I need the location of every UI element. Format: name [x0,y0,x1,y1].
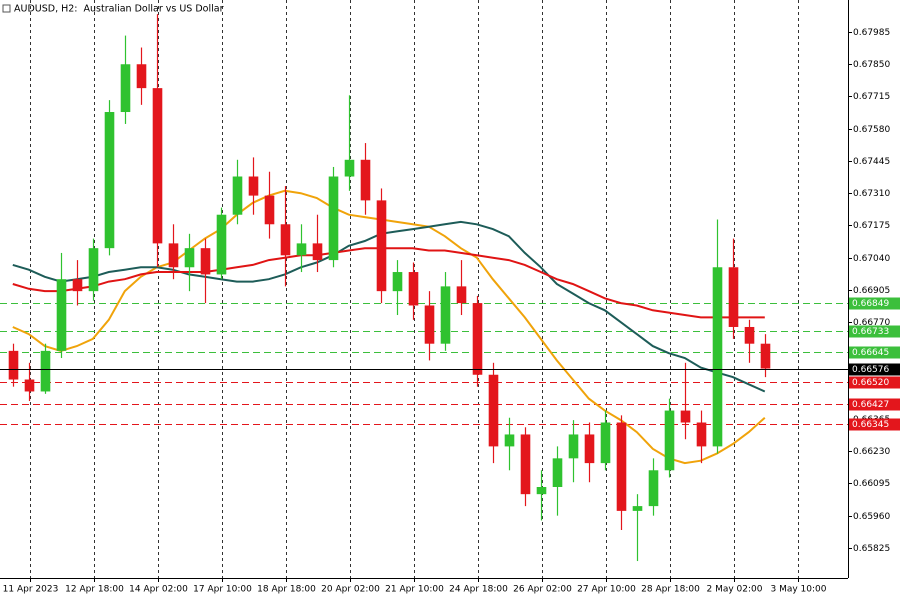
candle-body [264,195,275,225]
candle-body [408,272,419,306]
candle-body [504,434,515,447]
level-label: 0.66520 [852,378,889,388]
candle-body [296,243,307,256]
candle-body [152,88,163,244]
candle-body [616,422,627,511]
candle-body [424,305,435,344]
y-tick-label: 0.67985 [853,28,890,38]
candle-body [744,326,755,344]
x-tick-label: 14 Apr 02:00 [129,585,188,595]
level-label: 0.66427 [852,400,889,410]
candle-body [8,350,19,380]
candle-body [200,248,211,275]
candle-body [664,410,675,471]
x-tick-label: 24 Apr 18:00 [449,585,508,595]
candle-body [488,374,499,447]
moving-average [12,189,766,465]
level-label: 0.66645 [852,348,889,358]
candle-body [136,64,147,89]
candle-body [56,279,67,351]
candle-body [392,272,403,292]
y-tick-label: 0.66230 [853,447,890,457]
x-tick-label: 2 May 02:00 [707,585,763,595]
candle-body [712,267,723,447]
y-tick-label: 0.65960 [853,512,890,522]
y-tick-label: 0.66770 [853,318,890,328]
y-tick-label: 0.67580 [853,125,890,135]
candle-body [680,410,691,423]
candle-body [440,286,451,344]
candle-body [552,458,563,488]
candle-body [584,434,595,464]
last-price-box [849,363,900,376]
moving-average [12,247,765,319]
y-tick-label: 0.65825 [853,544,890,554]
candle-body [24,379,35,392]
candle-body [632,506,643,511]
candle-body [120,64,131,113]
y-tick-label: 0.67040 [853,254,890,264]
candle-body [248,176,259,196]
symbol-icon [2,4,11,13]
level-label-box [849,376,900,389]
candle-body [168,243,179,268]
level-label-box [849,418,900,431]
level-label: 0.66849 [852,299,889,309]
x-tick-label: 21 Apr 10:00 [385,585,444,595]
x-tick-label: 3 May 10:00 [771,585,827,595]
candle-body [88,248,99,292]
y-tick-label: 0.67715 [853,92,890,102]
x-tick-label: 11 Apr 2023 [3,585,59,595]
plot-layer [0,0,848,578]
candle-body [520,434,531,495]
candle-body [280,224,291,256]
y-tick-label: 0.67310 [853,189,890,199]
candle-body [72,279,83,292]
chart-title: AUDUSD, H2: Australian Dollar vs US Doll… [14,4,224,15]
level-label-box [849,398,900,411]
candle-body [360,159,371,201]
level-label: 0.66733 [852,327,889,337]
y-tick-label: 0.67850 [853,60,890,70]
candle-body [600,422,611,464]
candle-body [184,248,195,268]
candle-body [728,267,739,327]
x-tick-label: 20 Apr 02:00 [321,585,380,595]
candle-body [568,434,579,459]
y-tick-label: 0.67175 [853,221,890,231]
candle-body [216,214,227,275]
level-label-box [849,325,900,338]
candle-body [312,243,323,261]
candle-body [328,176,339,261]
candle-body [232,176,243,215]
y-tick-label: 0.66095 [853,479,890,489]
candle-body [104,112,115,249]
x-tick-label: 18 Apr 18:00 [257,585,316,595]
level-label-box [849,346,900,359]
last-price-label: 0.66576 [852,365,889,375]
candle-body [376,200,387,292]
candle-body [472,303,483,375]
y-tick-label: 0.66905 [853,286,890,296]
candle-body [760,343,771,369]
y-tick-label: 0.67445 [853,157,890,167]
candle-body [536,487,547,495]
x-tick-label: 28 Apr 18:00 [641,585,700,595]
level-label: 0.66345 [852,420,889,430]
x-tick-label: 17 Apr 10:00 [193,585,252,595]
x-tick-label: 26 Apr 02:00 [513,585,572,595]
candle-body [40,350,51,392]
candle-body [344,159,355,177]
x-tick-label: 27 Apr 10:00 [577,585,636,595]
candle-body [696,422,707,447]
x-tick-label: 12 Apr 18:00 [65,585,124,595]
candle-body [456,286,467,304]
candle-body [648,470,659,507]
moving-average [12,220,766,393]
level-label-box [849,297,900,310]
